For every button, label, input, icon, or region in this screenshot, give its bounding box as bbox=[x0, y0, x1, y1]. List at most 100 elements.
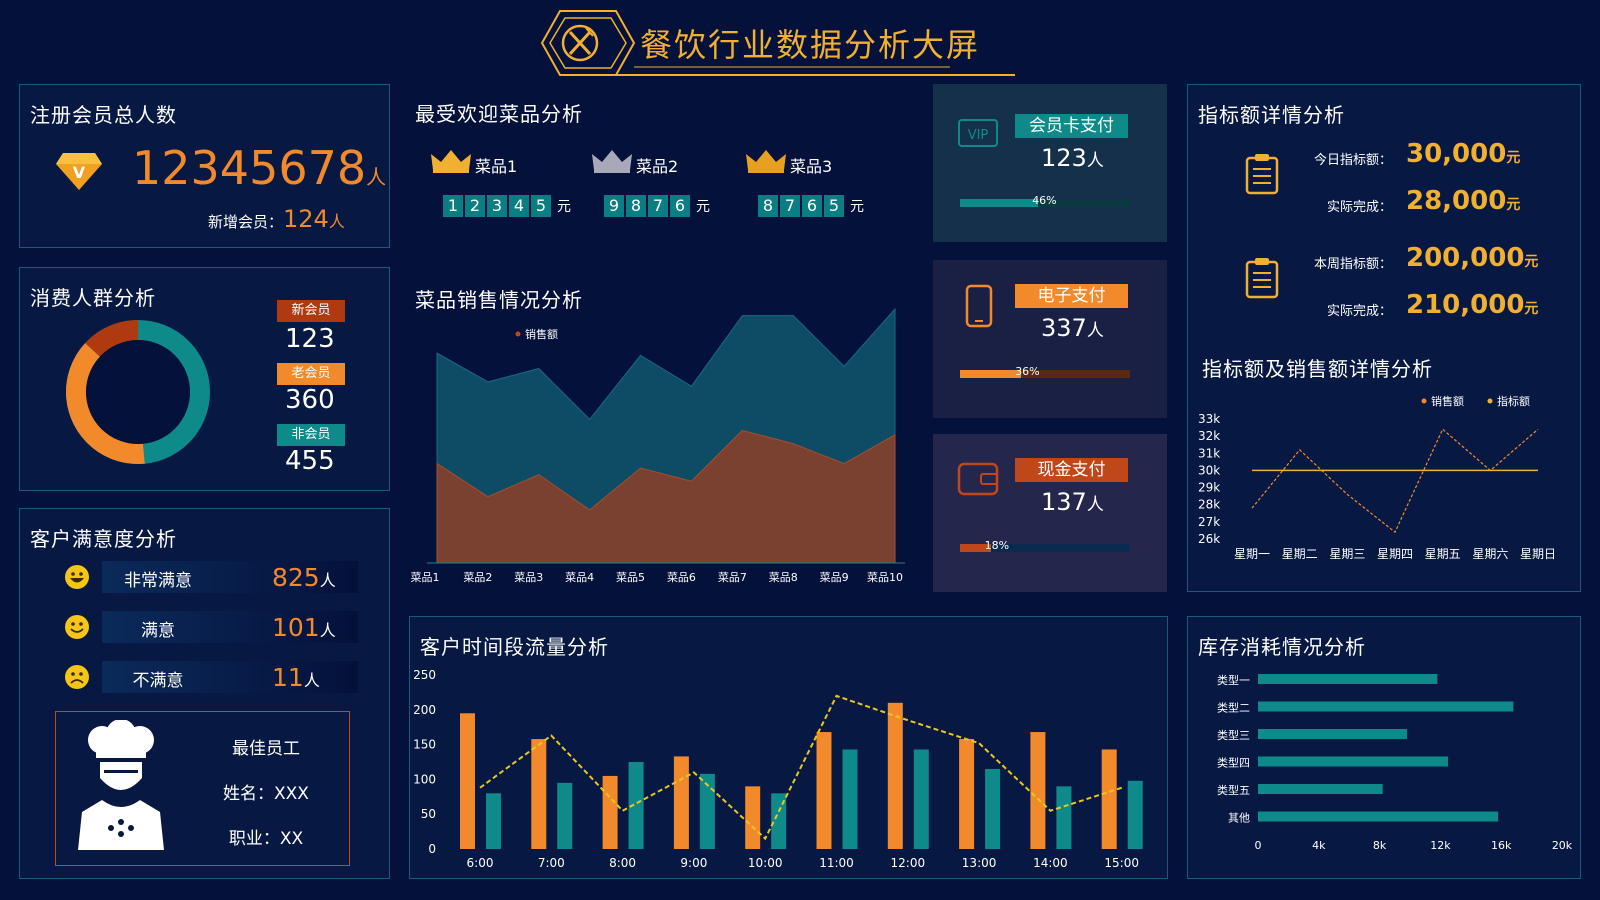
popular-section: 最受欢迎菜品分析 菜品1 1 2 3 4 5 元菜品2 9 8 7 6 元菜品3 8 7 6 5 元 bbox=[405, 84, 925, 254]
y-tick-label: 30k bbox=[1198, 463, 1220, 477]
members-total: 12345678人 bbox=[132, 141, 386, 195]
traffic-bar-teal bbox=[557, 782, 573, 849]
frown-face-icon bbox=[65, 665, 89, 689]
inventory-title: 库存消耗情况分析 bbox=[1198, 635, 1366, 659]
y-tick-label: 29k bbox=[1198, 481, 1220, 495]
inventory-bar bbox=[1258, 674, 1438, 684]
y-tick-label: 其他 bbox=[1228, 812, 1250, 825]
phone-outline bbox=[965, 284, 993, 328]
dish-digit: 7 bbox=[648, 195, 668, 217]
satisfaction-row: 满意 101人 bbox=[58, 611, 358, 643]
target-label: 实际完成： bbox=[1326, 200, 1392, 215]
area-sales bbox=[436, 429, 896, 564]
satisfaction-value: 101人 bbox=[272, 613, 336, 642]
satisfaction-value: 11人 bbox=[272, 663, 320, 692]
laughing-face-icon bbox=[65, 565, 89, 589]
traffic-title: 客户时间段流量分析 bbox=[420, 635, 609, 659]
traffic-chart: 250 200 150 100 50 0 6:00 7:00 8:00 9:00 10:00 11:0… bbox=[413, 668, 1143, 870]
payment-card: VIP 会员卡支付 123人 46% bbox=[933, 84, 1167, 242]
inventory-bar bbox=[1258, 756, 1448, 767]
target-sales-title: 指标额及销售额详情分析 bbox=[1202, 357, 1433, 381]
y-tick-label: 0 bbox=[428, 842, 436, 856]
inventory-bar bbox=[1258, 729, 1407, 739]
traffic-bar-orange bbox=[673, 756, 689, 849]
traffic-bar-orange bbox=[602, 775, 618, 849]
payment-card: 现金支付 137人 18% bbox=[933, 434, 1167, 592]
payment-label: 电子支付 bbox=[1015, 284, 1128, 308]
y-tick-label: 类型三 bbox=[1217, 728, 1250, 742]
dish-unit: 元 bbox=[850, 199, 864, 215]
target-value: 200,000元 bbox=[1406, 243, 1538, 273]
crown-icon bbox=[746, 150, 786, 173]
x-tick-label: 星期一 bbox=[1234, 547, 1270, 561]
legend-marker bbox=[1421, 398, 1427, 404]
target-value-number: 30,000 bbox=[1406, 139, 1507, 169]
payment-progress-track bbox=[960, 370, 1130, 378]
traffic-bar-teal bbox=[913, 749, 929, 849]
x-tick-label: 菜品10 bbox=[867, 571, 903, 584]
x-tick-label: 星期二 bbox=[1282, 547, 1318, 561]
crown-base bbox=[594, 170, 630, 173]
x-tick-label: 星期三 bbox=[1329, 547, 1365, 561]
satisfaction-value-number: 11 bbox=[272, 663, 304, 692]
satisfaction-row-bg bbox=[102, 611, 358, 643]
dish-name: 菜品3 bbox=[790, 157, 833, 176]
members-total-value: 12345678 bbox=[132, 141, 367, 195]
x-tick-label: 0 bbox=[1255, 839, 1262, 852]
payment-count-value: 137 bbox=[1041, 488, 1087, 516]
dish-digit: 9 bbox=[604, 195, 624, 217]
popular-title: 最受欢迎菜品分析 bbox=[415, 102, 583, 126]
legend-marker bbox=[1487, 398, 1493, 404]
dish-digit: 6 bbox=[670, 195, 690, 217]
x-tick-label: 16k bbox=[1491, 839, 1512, 852]
satisfaction-value-number: 101 bbox=[272, 613, 320, 642]
x-tick-label: 14:00 bbox=[1033, 856, 1068, 870]
payment-percent: 18% bbox=[984, 539, 1010, 552]
inventory-bar bbox=[1258, 784, 1383, 794]
satisfaction-value-unit: 人 bbox=[319, 571, 336, 590]
crown-base bbox=[748, 170, 784, 173]
dish-digit: 8 bbox=[758, 195, 778, 217]
wallet-icon bbox=[957, 462, 999, 496]
x-tick-label: 8:00 bbox=[609, 856, 636, 870]
payment-count-unit: 人 bbox=[1086, 495, 1104, 515]
traffic-bar-teal bbox=[771, 793, 787, 849]
target-value-unit: 元 bbox=[1524, 254, 1539, 270]
x-tick-label: 4k bbox=[1312, 839, 1326, 852]
payment-count-value: 337 bbox=[1041, 314, 1087, 342]
crowd-label-non: 非会员 bbox=[277, 424, 345, 446]
y-tick-label: 250 bbox=[413, 668, 436, 682]
dish-sales-section: 菜品销售情况分析 销售额成本菜品1菜品2菜品3菜品4菜品5菜品6菜品7菜品8菜品… bbox=[405, 270, 925, 600]
x-tick-label: 7:00 bbox=[538, 856, 565, 870]
members-new-unit: 人 bbox=[328, 212, 345, 231]
crowd-panel: 消费人群分析 新会员 123 老会员 360 非会员 455 bbox=[19, 267, 390, 491]
x-tick-label: 星期五 bbox=[1425, 547, 1461, 561]
x-tick-label: 菜品3 bbox=[514, 571, 543, 584]
y-tick-label: 27k bbox=[1198, 515, 1220, 529]
x-tick-label: 12k bbox=[1430, 839, 1451, 852]
target-value-unit: 元 bbox=[1506, 150, 1521, 166]
dish-name: 菜品2 bbox=[636, 157, 679, 176]
dish-name: 菜品1 bbox=[475, 157, 518, 176]
dish-digit: 6 bbox=[802, 195, 822, 217]
y-tick-label: 32k bbox=[1198, 429, 1220, 443]
y-tick-label: 31k bbox=[1198, 446, 1220, 460]
members-panel: 注册会员总人数 V 12345678人 新增会员：124人 bbox=[19, 84, 390, 248]
traffic-bar-teal bbox=[486, 793, 501, 849]
y-tick-label: 类型四 bbox=[1217, 756, 1250, 770]
page-title: 餐饮行业数据分析大屏 bbox=[640, 26, 981, 64]
x-tick-label: 菜品5 bbox=[616, 571, 645, 584]
phone-icon bbox=[965, 284, 993, 328]
traffic-bar-orange bbox=[531, 739, 547, 849]
header-frame bbox=[540, 10, 1015, 76]
crowd-title: 消费人群分析 bbox=[30, 286, 156, 310]
diamond-v-icon: V bbox=[56, 153, 102, 190]
satisfaction-value-unit: 人 bbox=[303, 671, 320, 690]
crown-icon bbox=[431, 150, 471, 173]
fork-knife-icon bbox=[561, 24, 599, 62]
traffic-bar-orange bbox=[1101, 749, 1117, 849]
crowd-label-new: 新会员 bbox=[277, 300, 345, 322]
y-tick-label: 150 bbox=[413, 738, 436, 752]
